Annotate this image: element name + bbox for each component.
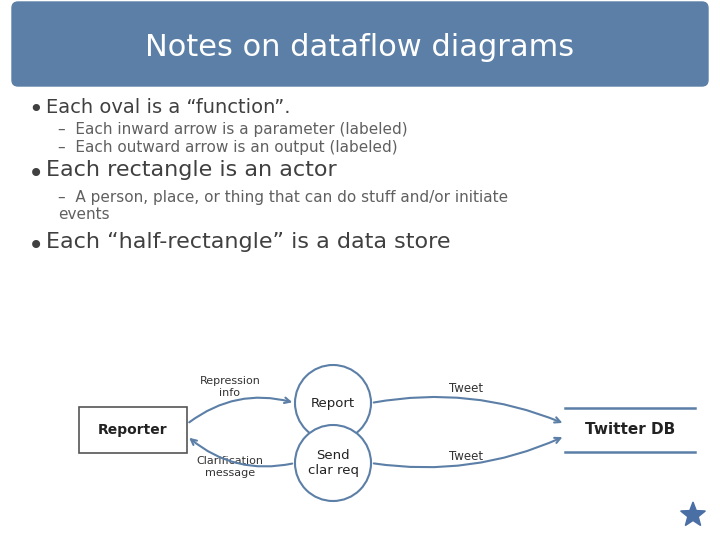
FancyBboxPatch shape — [12, 2, 708, 86]
Polygon shape — [680, 502, 706, 525]
Circle shape — [295, 425, 371, 501]
Text: Each oval is a “function”.: Each oval is a “function”. — [46, 98, 290, 117]
Text: –  Each outward arrow is an output (labeled): – Each outward arrow is an output (label… — [58, 140, 397, 155]
Text: •: • — [28, 232, 44, 260]
Text: Twitter DB: Twitter DB — [585, 422, 675, 437]
Text: Repression
info: Repression info — [199, 376, 261, 398]
Text: Reporter: Reporter — [98, 423, 168, 437]
Text: Send
clar req: Send clar req — [307, 449, 359, 477]
Text: Each rectangle is an actor: Each rectangle is an actor — [46, 160, 337, 180]
Text: Report: Report — [311, 396, 355, 409]
Text: –  Each inward arrow is a parameter (labeled): – Each inward arrow is a parameter (labe… — [58, 122, 408, 137]
Text: –  A person, place, or thing that can do stuff and/or initiate
events: – A person, place, or thing that can do … — [58, 190, 508, 222]
Text: Tweet: Tweet — [449, 381, 483, 395]
Text: •: • — [28, 98, 42, 122]
Text: Notes on dataflow diagrams: Notes on dataflow diagrams — [145, 32, 575, 62]
Text: Clarification
message: Clarification message — [197, 456, 264, 478]
Text: Each “half-rectangle” is a data store: Each “half-rectangle” is a data store — [46, 232, 451, 252]
Text: •: • — [28, 160, 44, 188]
Circle shape — [295, 365, 371, 441]
Bar — [79, 407, 187, 453]
Text: Tweet: Tweet — [449, 450, 483, 463]
